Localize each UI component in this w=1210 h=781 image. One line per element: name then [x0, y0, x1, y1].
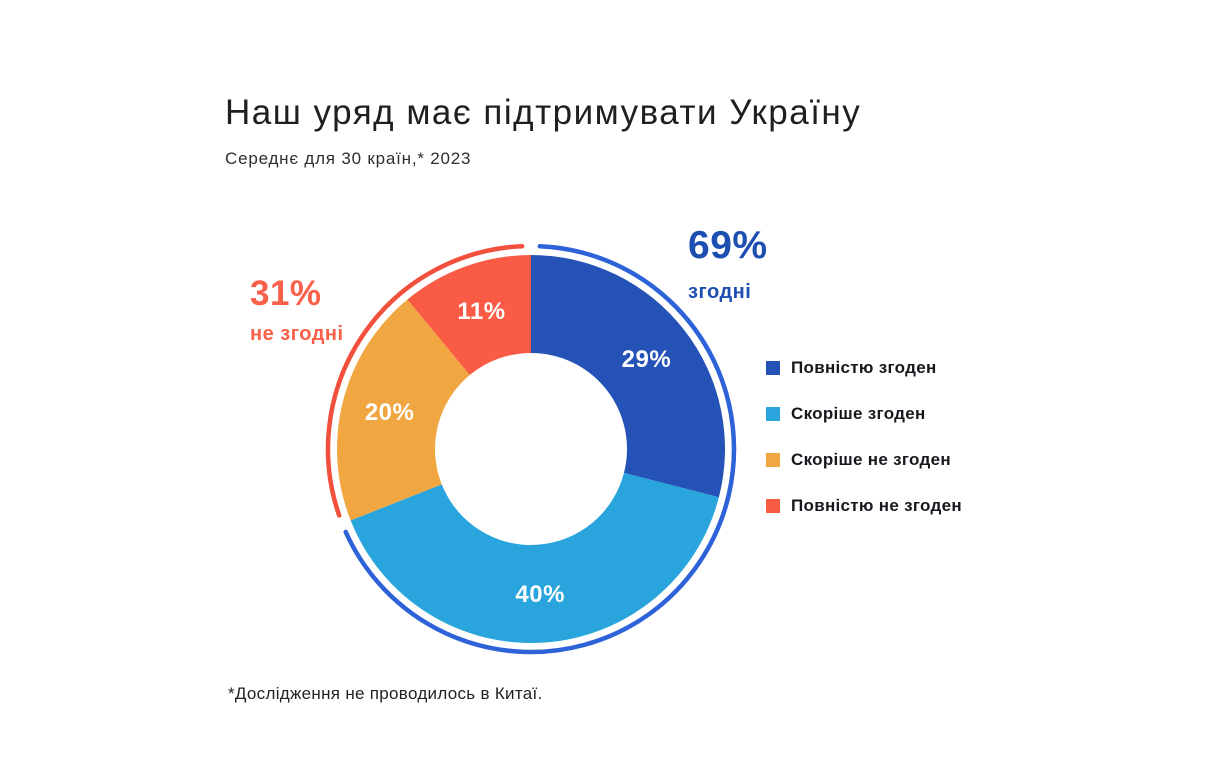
- disagree-label: не згодні: [250, 323, 344, 345]
- donut-segment-0: [531, 255, 726, 498]
- legend-swatch-strongly-agree: [766, 361, 780, 375]
- legend-item: Повністю не згоден: [766, 494, 962, 518]
- group-ring-1: [325, 243, 525, 518]
- agree-percentage: 69%: [688, 224, 768, 267]
- donut-segment-3: [407, 255, 531, 376]
- donut-segment-value-1: 40%: [515, 581, 565, 608]
- legend-swatch-somewhat-disagree: [766, 453, 780, 467]
- legend-swatch-somewhat-agree: [766, 407, 780, 421]
- donut-segment-1: [350, 472, 719, 644]
- disagree-percentage: 31%: [250, 274, 322, 313]
- footnote: *Дослідження не проводилось в Китаї.: [228, 684, 543, 703]
- legend-swatch-strongly-disagree: [766, 499, 780, 513]
- page-title: Наш уряд має підтримувати Україну: [225, 93, 862, 132]
- donut-segment-value-0: 29%: [622, 346, 672, 373]
- donut-segment-value-2: 20%: [365, 399, 415, 426]
- agree-label: згодні: [688, 281, 752, 303]
- legend-label: Повністю не згоден: [791, 496, 962, 515]
- chart-header: Наш уряд має підтримувати Україну Середн…: [225, 93, 862, 169]
- annotation-agree: 69% згодні: [688, 226, 768, 302]
- page-subtitle: Середнє для 30 країн,* 2023: [225, 148, 472, 168]
- legend-label: Повністю згоден: [791, 358, 937, 377]
- donut-segment-value-3: 11%: [457, 298, 505, 325]
- legend: Повністю згоден Скоріше згоден Скоріше н…: [766, 356, 962, 540]
- annotation-disagree: 31% не згодні: [250, 276, 344, 344]
- group-ring-0: [343, 243, 737, 655]
- legend-item: Скоріше не згоден: [766, 448, 962, 472]
- donut-chart: 29% 40% 20% 11%: [296, 214, 766, 684]
- legend-item: Повністю згоден: [766, 356, 962, 380]
- legend-item: Скоріше згоден: [766, 402, 962, 426]
- legend-label: Скоріше не згоден: [791, 450, 951, 469]
- legend-label: Скоріше згоден: [791, 404, 926, 423]
- donut-chart-svg: 29% 40% 20% 11%: [325, 243, 737, 655]
- donut-segment-2: [336, 299, 470, 521]
